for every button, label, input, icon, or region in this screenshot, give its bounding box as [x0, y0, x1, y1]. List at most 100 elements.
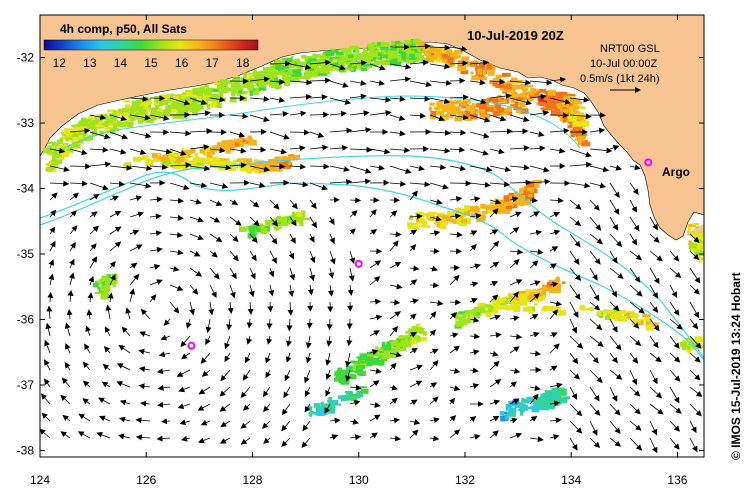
bathymetry-contours: [40, 95, 704, 361]
current-arrow: [46, 305, 53, 320]
sst-pixel: [430, 116, 436, 120]
current-arrow: [224, 352, 231, 363]
current-arrow: [281, 420, 291, 432]
current-arrow: [489, 93, 512, 100]
sst-pixel: [541, 284, 547, 288]
current-arrow: [649, 352, 662, 363]
current-arrow: [287, 301, 294, 316]
sst-pixel: [460, 219, 468, 223]
current-arrow: [689, 352, 701, 363]
current-arrow: [289, 110, 307, 117]
current-arrow: [269, 199, 280, 210]
current-arrow: [269, 131, 290, 140]
current-arrow: [609, 386, 618, 402]
sst-pixel: [555, 278, 561, 282]
current-arrow: [156, 435, 171, 442]
sst-pixel: [471, 309, 479, 313]
current-arrow: [325, 369, 332, 380]
current-arrow: [309, 233, 315, 243]
sst-pixel: [378, 359, 385, 366]
sst-pixel: [62, 135, 68, 140]
sst-pixel: [556, 306, 561, 312]
sst-pixel: [551, 387, 558, 393]
y-tick-label: -38: [17, 443, 35, 457]
current-arrow: [449, 146, 466, 153]
sst-pixel: [499, 88, 505, 91]
sst-pixel: [246, 142, 251, 146]
current-arrow: [244, 352, 251, 364]
current-arrow: [169, 197, 185, 204]
sst-pixel: [500, 100, 507, 104]
sst-pixel: [378, 53, 383, 60]
current-arrow: [449, 213, 462, 220]
sst-pixel: [289, 75, 293, 79]
sst-pixel: [228, 165, 237, 172]
current-arrow: [569, 216, 582, 227]
sst-pixel: [239, 226, 247, 232]
current-arrow: [609, 301, 620, 312]
current-arrow: [509, 114, 530, 123]
sst-pixel: [255, 87, 259, 94]
sst-pixel: [134, 108, 139, 114]
current-arrow: [409, 112, 427, 119]
sst-pixel: [688, 224, 697, 227]
sst-pixel: [554, 107, 562, 114]
current-arrow: [101, 381, 111, 388]
current-arrow: [409, 43, 431, 50]
sst-pixel: [523, 190, 530, 196]
x-tick-label: 132: [455, 473, 475, 487]
sst-pixel: [542, 290, 546, 296]
current-arrow: [469, 97, 487, 105]
sst-pixel: [250, 229, 256, 235]
current-arrow: [329, 144, 349, 151]
current-arrow: [489, 360, 500, 371]
current-arrow: [549, 97, 571, 105]
current-arrow: [549, 197, 564, 204]
sst-pixel: [294, 59, 298, 62]
current-arrow: [227, 301, 234, 315]
sst-pixel: [510, 99, 516, 103]
sst-pixel: [199, 148, 207, 154]
current-arrow: [429, 329, 436, 337]
sst-pixel: [206, 104, 211, 110]
sst-pixel: [615, 314, 624, 321]
colorbar-title: 4h comp, p50, All Sats: [60, 22, 187, 36]
current-arrow: [129, 273, 140, 286]
sst-pixel: [461, 56, 470, 60]
sst-pixel: [129, 109, 135, 115]
sst-pixel: [277, 217, 286, 222]
current-arrow: [49, 192, 58, 201]
current-arrow: [269, 250, 277, 264]
sst-pixel: [470, 110, 475, 115]
sst-pixel: [404, 49, 408, 56]
australia-landmass: [40, 15, 704, 241]
current-arrow: [389, 261, 402, 269]
sst-pixel: [333, 379, 338, 382]
sst-pixel: [236, 93, 241, 96]
current-arrow: [509, 128, 529, 135]
sst-pixel: [470, 71, 474, 75]
current-arrow: [369, 109, 392, 116]
current-arrow: [49, 240, 56, 252]
sst-pixel: [291, 214, 297, 221]
sst-pixel: [111, 278, 118, 285]
current-arrow: [219, 437, 231, 444]
sst-pixel: [381, 342, 386, 348]
current-arrow: [149, 148, 173, 155]
sst-pixel: [59, 137, 64, 142]
current-arrow: [329, 80, 349, 88]
x-tick-label: 128: [242, 473, 262, 487]
sst-pixel: [370, 46, 377, 50]
sst-pixel: [690, 337, 695, 343]
current-arrow: [549, 400, 561, 407]
sst-pixel: [504, 107, 512, 112]
current-arrow: [489, 181, 511, 188]
colorbar-tick-label: 17: [205, 56, 219, 70]
current-arrow: [529, 145, 546, 152]
current-arrow: [589, 267, 598, 281]
current-arrow: [129, 195, 143, 202]
current-arrow: [109, 261, 116, 269]
current-arrow: [82, 380, 91, 388]
sst-pixel: [522, 87, 527, 94]
current-arrow: [284, 369, 291, 382]
